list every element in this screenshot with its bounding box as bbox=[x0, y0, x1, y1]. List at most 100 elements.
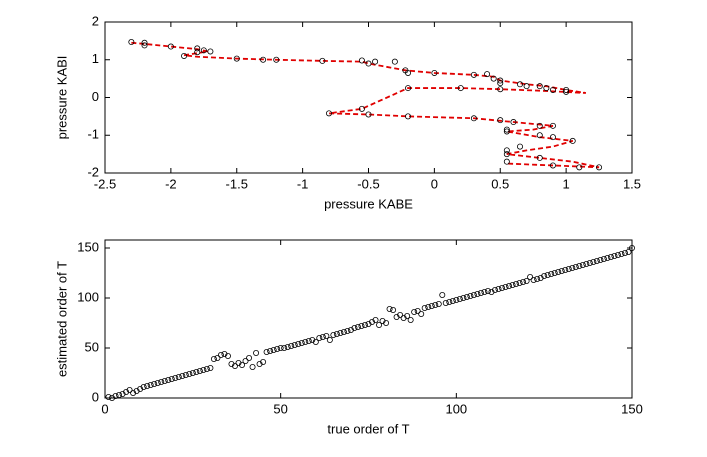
point bbox=[460, 294, 467, 301]
point bbox=[405, 113, 412, 120]
point bbox=[517, 81, 524, 88]
point bbox=[513, 280, 520, 287]
y-tick-label: -1 bbox=[87, 127, 99, 142]
point bbox=[147, 381, 154, 388]
point bbox=[200, 47, 207, 54]
point bbox=[562, 266, 569, 273]
point bbox=[298, 339, 305, 346]
point bbox=[490, 75, 497, 82]
point bbox=[179, 372, 186, 379]
point bbox=[600, 255, 607, 262]
point bbox=[457, 85, 464, 92]
point bbox=[431, 69, 438, 76]
point bbox=[597, 256, 604, 263]
point bbox=[449, 297, 456, 304]
point bbox=[516, 279, 523, 286]
point bbox=[593, 257, 600, 264]
point bbox=[517, 143, 524, 150]
point bbox=[316, 334, 323, 341]
point bbox=[383, 319, 390, 326]
y-tick-label: 1 bbox=[92, 51, 99, 66]
point bbox=[344, 327, 351, 334]
point bbox=[260, 56, 267, 63]
x-tick-label: 150 bbox=[621, 401, 643, 416]
point bbox=[499, 284, 506, 291]
point bbox=[323, 332, 330, 339]
point bbox=[224, 352, 231, 359]
point bbox=[583, 260, 590, 267]
point bbox=[233, 55, 240, 62]
point bbox=[182, 371, 189, 378]
y-tick-label: 2 bbox=[92, 13, 99, 28]
point bbox=[484, 287, 491, 294]
point bbox=[576, 164, 583, 171]
point bbox=[270, 346, 277, 353]
point bbox=[481, 288, 488, 295]
point bbox=[503, 126, 510, 133]
point bbox=[495, 285, 502, 292]
point bbox=[549, 134, 556, 141]
point bbox=[414, 307, 421, 314]
point bbox=[200, 366, 207, 373]
point bbox=[351, 324, 358, 331]
point bbox=[333, 330, 340, 337]
point bbox=[611, 252, 618, 259]
x-axis-label: pressure KABE bbox=[324, 196, 413, 211]
point bbox=[453, 296, 460, 303]
point bbox=[228, 360, 235, 367]
point bbox=[428, 302, 435, 309]
point bbox=[497, 80, 504, 87]
point bbox=[421, 304, 428, 311]
point bbox=[497, 86, 504, 93]
point bbox=[463, 293, 470, 300]
point bbox=[210, 355, 217, 362]
point bbox=[536, 83, 543, 90]
point bbox=[607, 253, 614, 260]
point bbox=[319, 333, 326, 340]
point bbox=[141, 42, 148, 49]
point bbox=[555, 268, 562, 275]
point bbox=[277, 344, 284, 351]
point bbox=[189, 369, 196, 376]
point bbox=[425, 303, 432, 310]
point bbox=[284, 343, 291, 350]
point bbox=[503, 151, 510, 158]
point bbox=[140, 383, 147, 390]
x-tick-label: 100 bbox=[445, 401, 467, 416]
point bbox=[432, 301, 439, 308]
point bbox=[207, 364, 214, 371]
y-tick-label: -2 bbox=[87, 164, 99, 179]
y-tick-label: 0 bbox=[92, 389, 99, 404]
point bbox=[274, 345, 281, 352]
point bbox=[167, 43, 174, 50]
point bbox=[267, 347, 274, 354]
point bbox=[536, 154, 543, 161]
point bbox=[337, 329, 344, 336]
x-tick-label: 50 bbox=[273, 401, 287, 416]
point bbox=[358, 105, 365, 112]
point bbox=[347, 326, 354, 333]
x-tick-label: 1 bbox=[563, 176, 570, 191]
point bbox=[523, 277, 530, 284]
point bbox=[586, 259, 593, 266]
point bbox=[193, 368, 200, 375]
point bbox=[194, 49, 201, 56]
x-tick-label: 0 bbox=[101, 401, 108, 416]
point bbox=[365, 111, 372, 118]
point bbox=[446, 298, 453, 305]
x-tick-label: -2 bbox=[165, 176, 177, 191]
point bbox=[288, 342, 295, 349]
point bbox=[544, 271, 551, 278]
point bbox=[549, 122, 556, 129]
point bbox=[502, 283, 509, 290]
point bbox=[549, 162, 556, 169]
x-tick-label: 0 bbox=[431, 176, 438, 191]
x-axis-label: true order of T bbox=[327, 421, 409, 436]
point bbox=[305, 337, 312, 344]
point bbox=[151, 380, 158, 387]
point bbox=[405, 69, 412, 76]
point bbox=[372, 316, 379, 323]
point bbox=[302, 338, 309, 345]
point bbox=[391, 58, 398, 65]
